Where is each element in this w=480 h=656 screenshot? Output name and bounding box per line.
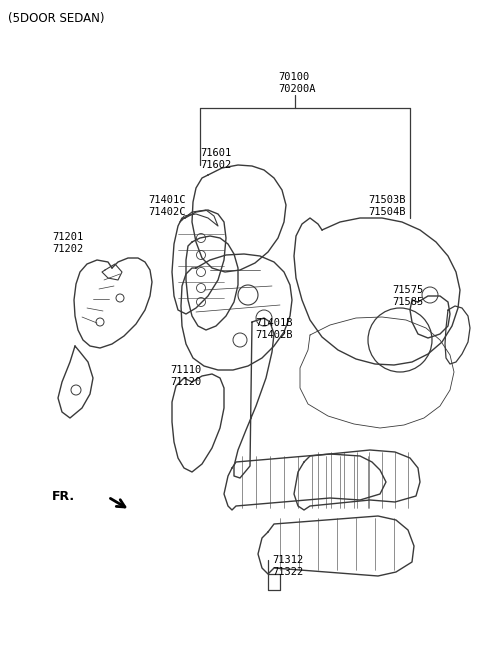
FancyArrowPatch shape bbox=[110, 499, 125, 507]
Text: 71402B: 71402B bbox=[255, 330, 292, 340]
Text: (5DOOR SEDAN): (5DOOR SEDAN) bbox=[8, 12, 105, 25]
Text: 71585: 71585 bbox=[392, 297, 423, 307]
Text: 71601: 71601 bbox=[200, 148, 231, 158]
Text: 71322: 71322 bbox=[272, 567, 303, 577]
Text: 71401C: 71401C bbox=[148, 195, 185, 205]
Text: 71402C: 71402C bbox=[148, 207, 185, 217]
Text: FR.: FR. bbox=[52, 490, 75, 503]
Text: 71575: 71575 bbox=[392, 285, 423, 295]
Text: 71503B: 71503B bbox=[368, 195, 406, 205]
Text: 71401B: 71401B bbox=[255, 318, 292, 328]
Text: 71312: 71312 bbox=[272, 555, 303, 565]
Text: 71202: 71202 bbox=[52, 244, 83, 254]
Text: 71201: 71201 bbox=[52, 232, 83, 242]
Text: 70100: 70100 bbox=[278, 72, 309, 82]
Text: 71110: 71110 bbox=[170, 365, 201, 375]
Text: 71504B: 71504B bbox=[368, 207, 406, 217]
Text: 70200A: 70200A bbox=[278, 84, 315, 94]
Text: 71120: 71120 bbox=[170, 377, 201, 387]
Text: 71602: 71602 bbox=[200, 160, 231, 170]
